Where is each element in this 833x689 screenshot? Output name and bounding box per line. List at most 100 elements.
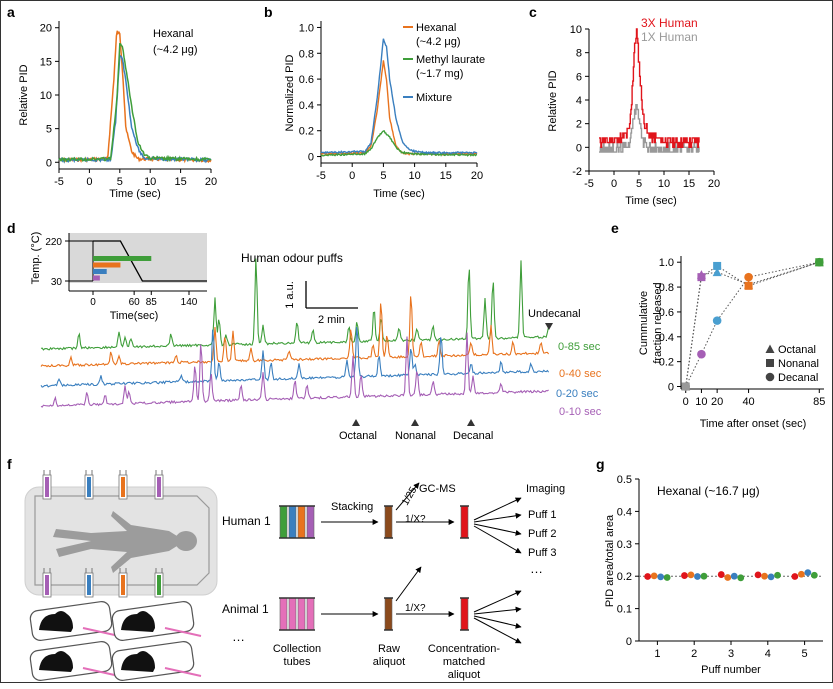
puff-1-label: Puff 1 (528, 509, 557, 521)
panel-a-x-ticks: -5 0 5 10 15 20 (54, 169, 217, 188)
peak-marker-label: Undecanal (528, 308, 581, 320)
bag-tubes-bottom (42, 568, 164, 598)
panel-a-series-line (58, 53, 212, 164)
panel-c-x-tick-label: 10 (658, 178, 670, 190)
legend-label: Decanal (778, 372, 818, 384)
schematic-captions: CollectiontubesRawaliquotConcentration-m… (273, 643, 501, 681)
animal-silhouette-icon (39, 651, 73, 672)
legend-label: Hexanal (416, 22, 456, 34)
bag-tube-band (157, 575, 161, 595)
panel-g-point (767, 573, 775, 581)
panel-g-xlabel: Puff number (701, 664, 761, 676)
panel-a-x-tick-label: 0 (86, 176, 92, 188)
panel-a-x-tick-label: 10 (144, 176, 156, 188)
panel-b-x-tick-label: 5 (380, 170, 386, 182)
workflow-arrow (473, 617, 522, 644)
panel-e-x-tick-label: 40 (742, 396, 754, 408)
workflow-arrow (473, 525, 522, 554)
panel-e-series-line (685, 261, 820, 387)
ratio-animal-label: 1/X? (405, 603, 426, 614)
panel-g-point (657, 573, 665, 581)
legend-label-1x: 1X Human (641, 30, 698, 44)
panel-a-xlabel: Time (sec) (109, 188, 161, 200)
peak-marker-icon (545, 323, 553, 330)
panel-g-point (754, 571, 762, 579)
workflow-arrow (473, 523, 522, 536)
workflow-arrows (321, 482, 522, 644)
imaging-label: Imaging (526, 483, 565, 495)
legend-label: Nonanal (778, 358, 819, 370)
puff-ellipsis: … (530, 561, 543, 576)
peak-marker-icon (467, 419, 475, 426)
animal-label: Animal 1 (222, 602, 269, 616)
panel-e-point (697, 349, 706, 359)
ratio-human-label: 1/X? (405, 514, 426, 525)
heating-duration-bar (93, 256, 152, 261)
panel-e-point (744, 272, 753, 282)
panel-e-point (697, 273, 706, 282)
panel-e-point (712, 267, 722, 277)
panel-e-ylabel-line: fraction released (652, 282, 664, 363)
panel-b-x-tick-label: 10 (408, 170, 420, 182)
temperature-profile-line (93, 240, 207, 282)
panel-a-y-ticks: 0 5 10 15 20 (40, 23, 59, 169)
panel-label-c: c (529, 4, 537, 20)
gcms-label: GC-MS (419, 483, 456, 495)
panel-c-y-tick-label: 2 (576, 119, 582, 131)
panel-g-x-tick-label: 1 (654, 648, 660, 660)
panel-c-y-tick-label: 0 (576, 142, 582, 154)
inset-y-tick-label: 220 (45, 237, 62, 248)
collection-tube-human (297, 505, 306, 539)
panel-c-y-tick-label: -2 (572, 166, 582, 178)
workflow-arrow (473, 606, 522, 615)
panel-g-title: Hexanal (~16.7 μg) (657, 484, 760, 498)
panel-g-y-tick-label: 0.3 (617, 539, 632, 551)
panel-c-x-ticks: -5 0 5 10 15 20 (584, 171, 720, 190)
trace-label: 0-40 sec (559, 368, 602, 380)
panel-c-y-tick-label: 8 (576, 48, 582, 60)
panel-a-x-tick-label: 15 (174, 176, 186, 188)
legend-square-icon (766, 359, 774, 367)
chromatogram-traces (40, 258, 550, 408)
panel-g-point (644, 573, 652, 580)
panel-b-series (320, 38, 478, 157)
collection-caption: tubes (284, 656, 311, 668)
panel-c-series-line (599, 28, 700, 149)
panel-g-point (797, 570, 805, 578)
panel-g-x-tick-label: 3 (728, 648, 734, 660)
trace-label: 0-85 sec (558, 341, 601, 353)
legend-circle-icon (765, 372, 775, 382)
matched-aliquot-caption: matched (443, 656, 485, 668)
panel-e-x-tick-label: 20 (711, 396, 723, 408)
panel-e-legend: Octanal Nonanal Decanal (765, 344, 819, 384)
panel-g-y-tick-label: 0.5 (617, 474, 632, 486)
collection-tube-human (288, 505, 297, 539)
panel-g-point (681, 572, 688, 579)
scalebar-y-label: 1 a.u. (284, 281, 296, 309)
panel-a-ylabel: Relative PID (18, 64, 30, 125)
panel-g-points (644, 569, 818, 582)
panel-c-y-tick-label: 10 (570, 24, 582, 36)
panel-c-series-line (599, 103, 700, 153)
panel-g-x-tick-label: 2 (691, 648, 697, 660)
panel-b-y-tick-label: 0.6 (299, 74, 314, 86)
puff-3-label: Puff 3 (528, 547, 557, 559)
panel-g-point (791, 573, 799, 580)
panel-a-x-tick-label: -5 (54, 176, 64, 188)
panel-a-annotation: Hexanal (153, 28, 193, 40)
panel-b-y-tick-label: 0.2 (299, 126, 314, 138)
panel-b-y-ticks: 0 0.2 0.4 0.6 0.8 1.0 (299, 22, 321, 164)
chromatogram-trace (40, 327, 550, 388)
panel-e-x-tick-label: 10 (695, 396, 707, 408)
stacking-label: Stacking (331, 501, 373, 513)
panel-g-x-tick-label: 5 (802, 648, 808, 660)
raw-aliquot-caption: aliquot (373, 656, 405, 668)
inset-x-tick-label: 85 (146, 297, 158, 308)
panel-b-x-ticks: -5 0 5 10 15 20 (316, 163, 483, 182)
panel-g-x-tick-label: 4 (765, 648, 771, 660)
inset-x-tick-label: 60 (129, 297, 141, 308)
peak-marker-label: Octanal (339, 430, 377, 442)
panel-g-point (724, 574, 732, 581)
